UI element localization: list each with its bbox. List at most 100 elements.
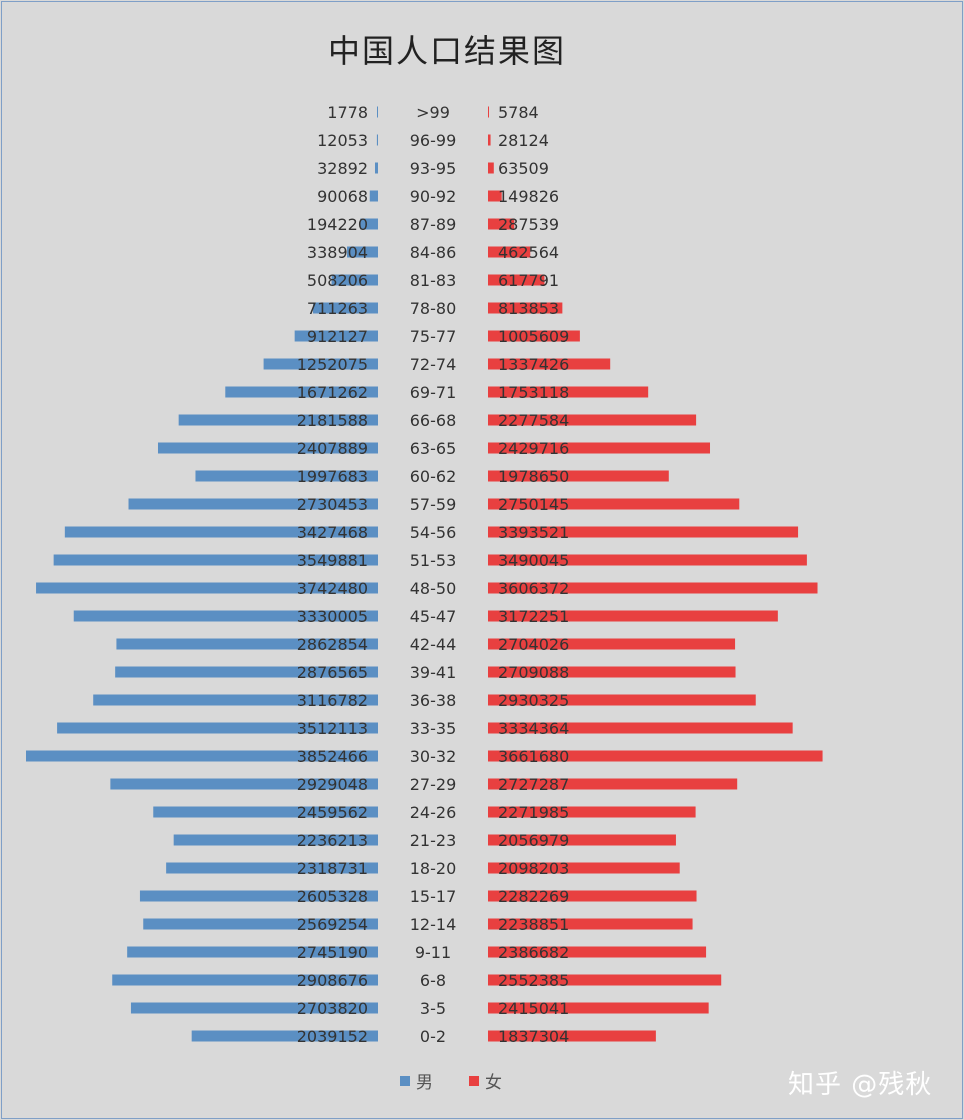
bar-male-42-44 — [116, 638, 378, 650]
bar-male-90-92 — [369, 190, 378, 202]
legend-label-female: 女 — [485, 1073, 502, 1093]
category-label-51-53: 51-53 — [410, 551, 457, 570]
data-label-female-9-11: 2386682 — [498, 943, 569, 962]
category-label-0-2: 0-2 — [420, 1027, 446, 1046]
bar-male-60-62 — [195, 470, 378, 482]
bar-male-27-29 — [110, 778, 379, 790]
bar-female-12-14 — [488, 918, 693, 930]
data-label-female-36-38: 2930325 — [498, 691, 569, 710]
bar-female-33-35 — [488, 722, 793, 734]
bar-male-78-80 — [313, 302, 378, 314]
data-label-female-75-77: 1005609 — [498, 327, 569, 346]
data-label-male-0-2: 2039152 — [297, 1027, 368, 1046]
data-label-male-51-53: 3549881 — [297, 551, 368, 570]
bar-female-3-5 — [488, 1002, 709, 1014]
bar-male-0-2 — [191, 1030, 378, 1042]
legend: 男 女 — [400, 1068, 502, 1093]
bar-male-48-50 — [36, 582, 378, 594]
data-label-male-3-5: 2703820 — [297, 999, 368, 1018]
category-label-48-50: 48-50 — [410, 579, 457, 598]
data-label-female-0-2: 1837304 — [498, 1027, 569, 1046]
data-label-female-33-35: 3334364 — [498, 719, 569, 738]
bar-female-84-86 — [488, 246, 531, 258]
data-label-male-15-17: 2605328 — [297, 887, 368, 906]
bar-male-54-56 — [64, 526, 378, 538]
category-label-9-11: 9-11 — [415, 943, 451, 962]
bar-male-6-8 — [112, 974, 379, 986]
category-label-36-38: 36-38 — [410, 691, 457, 710]
data-label-female-15-17: 2282269 — [498, 887, 569, 906]
category-label-45-47: 45-47 — [410, 607, 457, 626]
bar-male-39-41 — [115, 666, 378, 678]
category-label-3-5: 3-5 — [420, 999, 446, 1018]
bar-female-51-53 — [488, 554, 807, 566]
category-label-81-83: 81-83 — [410, 271, 457, 290]
data-label-male-84-86: 338904 — [307, 243, 368, 262]
bar-male-72-74 — [263, 358, 378, 370]
data-label-male-90-92: 90068 — [317, 187, 368, 206]
data-label-female-87-89: 287539 — [498, 215, 559, 234]
data-label-male-24-26: 2459562 — [297, 803, 368, 822]
bar-male-21-23 — [173, 834, 378, 846]
bar-female-39-41 — [488, 666, 736, 678]
category-label-66-68: 66-68 — [410, 411, 457, 430]
bar-female-87-89 — [488, 218, 515, 230]
data-label-male->99: 1778 — [327, 103, 368, 122]
bar-male-84-86 — [347, 246, 378, 258]
category-label-18-20: 18-20 — [410, 859, 457, 878]
category-label-54-56: 54-56 — [410, 523, 457, 542]
bar-male-12-14 — [143, 918, 378, 930]
category-label-27-29: 27-29 — [410, 775, 457, 794]
data-label-female-51-53: 3490045 — [498, 551, 569, 570]
category-label-39-41: 39-41 — [410, 663, 457, 682]
data-label-female-96-99: 28124 — [498, 131, 549, 150]
data-label-female-3-5: 2415041 — [498, 999, 569, 1018]
legend-item-female: 女 — [469, 1068, 502, 1093]
data-label-female-72-74: 1337426 — [498, 355, 569, 374]
bar-male-33-35 — [57, 722, 378, 734]
data-label-female-84-86: 462564 — [498, 243, 559, 262]
bar-female-36-38 — [488, 694, 756, 706]
legend-label-male: 男 — [416, 1073, 433, 1093]
bar-male-69-71 — [225, 386, 378, 398]
category-label-21-23: 21-23 — [410, 831, 457, 850]
data-label-male-81-83: 508206 — [307, 271, 368, 290]
category-label-42-44: 42-44 — [410, 635, 457, 654]
legend-swatch-male — [400, 1075, 410, 1086]
data-label-female-48-50: 3606372 — [498, 579, 569, 598]
bar-female-63-65 — [488, 442, 711, 454]
category-label-24-26: 24-26 — [410, 803, 457, 822]
bar-female->99 — [488, 106, 489, 118]
category-label-84-86: 84-86 — [410, 243, 457, 262]
bar-female-48-50 — [488, 582, 818, 594]
data-label-female-30-32: 3661680 — [498, 747, 569, 766]
bar-male-93-95 — [374, 162, 378, 174]
bar-female-78-80 — [488, 302, 563, 314]
data-label-male-87-89: 194220 — [307, 215, 368, 234]
data-label-female-66-68: 2277584 — [498, 411, 569, 430]
chart-title: 中国人口结果图 — [327, 32, 566, 70]
category-label-75-77: 75-77 — [410, 327, 457, 346]
data-label-male-63-65: 2407889 — [297, 439, 368, 458]
bar-male-45-47 — [73, 610, 378, 622]
bar-female-6-8 — [488, 974, 722, 986]
data-label-female-60-62: 1978650 — [498, 467, 569, 486]
bar-female-96-99 — [488, 134, 491, 146]
data-label-male-18-20: 2318731 — [297, 859, 368, 878]
watermark: 知乎 @残秋 — [788, 1070, 933, 1100]
data-label-female-21-23: 2056979 — [498, 831, 569, 850]
data-label-male-6-8: 2908676 — [297, 971, 368, 990]
data-label-male-27-29: 2929048 — [297, 775, 368, 794]
data-label-male-78-80: 711263 — [307, 299, 368, 318]
data-label-female-78-80: 813853 — [498, 299, 559, 318]
category-label-30-32: 30-32 — [410, 747, 457, 766]
bar-male-24-26 — [153, 806, 378, 818]
bar-female-90-92 — [488, 190, 502, 202]
data-label-male-21-23: 2236213 — [297, 831, 368, 850]
legend-item-male: 男 — [400, 1068, 433, 1093]
bar-female-30-32 — [488, 750, 823, 762]
category-label-69-71: 69-71 — [410, 383, 457, 402]
data-label-female-18-20: 2098203 — [498, 859, 569, 878]
